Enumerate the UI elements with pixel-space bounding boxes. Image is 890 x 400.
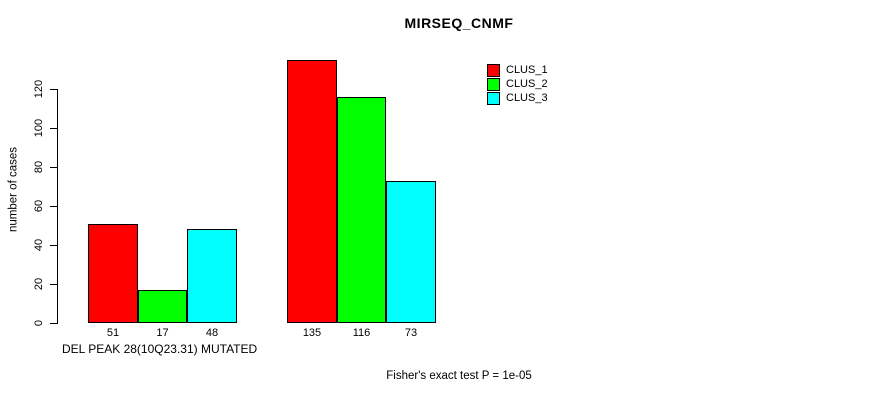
- bar: [287, 60, 337, 323]
- y-tick: [50, 323, 57, 324]
- bar-value-label: 48: [205, 327, 219, 339]
- legend-item: CLUS_2: [487, 77, 548, 91]
- y-tick: [50, 245, 57, 246]
- annotation-fisher-test: Fisher's exact test P = 1e-05: [386, 370, 532, 382]
- legend-item: CLUS_3: [487, 91, 548, 105]
- chart-title: MIRSEQ_CNMF: [404, 15, 514, 31]
- x-axis-label: DEL PEAK 28(10Q23.31) MUTATED: [62, 342, 258, 356]
- bar: [138, 290, 187, 323]
- y-tick-label: 120: [33, 79, 45, 99]
- bar: [386, 181, 436, 323]
- bar-value-label: 51: [106, 327, 120, 339]
- bar: [337, 97, 386, 323]
- bar-value-label: 73: [404, 327, 418, 339]
- bar: [88, 224, 138, 323]
- legend-label: CLUS_3: [506, 92, 548, 104]
- y-tick: [50, 206, 57, 207]
- y-tick: [50, 128, 57, 129]
- y-axis-line: [57, 89, 58, 324]
- legend-label: CLUS_2: [506, 78, 548, 90]
- y-tick: [50, 167, 57, 168]
- y-tick-label: 20: [33, 277, 45, 291]
- y-axis-label: number of cases: [7, 147, 20, 233]
- y-tick: [50, 284, 57, 285]
- bar: [187, 229, 237, 323]
- legend-swatch-clus_2: [487, 77, 500, 91]
- bar-value-label: 17: [156, 327, 169, 339]
- legend-item: CLUS_1: [487, 63, 548, 77]
- bar-value-label: 116: [352, 327, 371, 339]
- legend-label: CLUS_1: [506, 64, 548, 76]
- bar-value-label: 135: [302, 327, 322, 339]
- legend: CLUS_1 CLUS_2 CLUS_3: [487, 63, 548, 105]
- y-tick-label: 60: [33, 199, 45, 213]
- y-tick-label: 80: [33, 160, 45, 174]
- y-tick-label: 40: [33, 238, 45, 252]
- legend-swatch-clus_3: [487, 91, 500, 105]
- y-tick-label: 0: [33, 319, 45, 327]
- legend-swatch-clus_1: [487, 63, 500, 77]
- y-tick-label: 100: [33, 118, 45, 138]
- y-tick: [50, 89, 57, 90]
